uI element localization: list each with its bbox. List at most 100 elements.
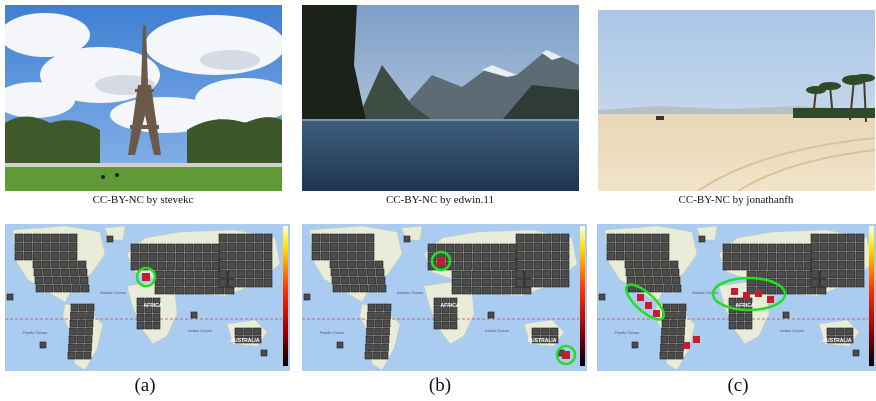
density-cell (70, 303, 79, 312)
density-cell (671, 276, 681, 285)
density-cell (624, 260, 634, 269)
density-cell (6, 293, 14, 301)
density-cell (740, 243, 750, 253)
density-cell (164, 270, 175, 279)
density-cell (148, 243, 158, 253)
density-cell (786, 270, 797, 279)
density-cell (375, 303, 384, 312)
density-cell (68, 335, 77, 344)
density-cell (236, 251, 246, 261)
photo-credit-c: CC-BY-NC by jonathanfh (678, 194, 794, 206)
density-cell (615, 233, 625, 243)
density-cell (744, 321, 753, 330)
density-cell (336, 341, 344, 349)
density-cell (32, 251, 42, 261)
density-cell (521, 286, 532, 295)
density-cell (367, 311, 375, 320)
density-cell (472, 261, 482, 271)
density-cell (758, 261, 768, 271)
density-cell (254, 233, 264, 243)
density-cell (844, 327, 854, 336)
density-cell (855, 260, 865, 270)
density-cell (68, 251, 78, 261)
density-cell (722, 252, 732, 262)
density-cell (23, 251, 33, 261)
density-cell (144, 313, 153, 322)
density-cell (531, 335, 541, 344)
density-cell (347, 251, 357, 261)
density-cell (449, 313, 458, 322)
density-cell (367, 276, 377, 285)
density-cell (383, 303, 392, 312)
density-cell (152, 313, 161, 322)
hot-cell (645, 302, 652, 309)
density-cell (184, 286, 195, 295)
density-cell (463, 261, 473, 271)
density-cell (471, 278, 482, 287)
density-cell (263, 278, 273, 288)
hot-cell (693, 336, 700, 343)
density-cell (382, 319, 391, 328)
hot-cell (437, 257, 445, 265)
density-cell (32, 233, 42, 243)
density-cell (157, 252, 167, 262)
density-cell (245, 233, 255, 243)
density-cell (635, 276, 645, 285)
density-cell (368, 284, 378, 293)
density-cell (837, 242, 847, 252)
density-cell (542, 233, 552, 243)
density-cell (365, 233, 375, 243)
density-cell (642, 251, 652, 261)
density-cell (164, 278, 175, 287)
density-cell (451, 270, 462, 279)
density-cell (642, 233, 652, 243)
density-cell (263, 233, 273, 243)
density-cell (542, 251, 552, 261)
density-cell (218, 269, 228, 279)
density-cell (524, 260, 534, 270)
density-cell (615, 251, 625, 261)
density-cell (828, 269, 838, 279)
density-cell (23, 233, 33, 243)
density-cell (728, 297, 737, 306)
density-cell (236, 260, 246, 270)
density-cell (481, 252, 491, 262)
density-cell (598, 293, 606, 301)
density-cell (35, 284, 45, 293)
hot-cell (743, 292, 750, 299)
density-cell (651, 233, 661, 243)
density-cell (672, 284, 682, 293)
density-cell (174, 278, 185, 287)
density-cell (782, 311, 790, 319)
map-label-pacific: Pacific Ocean (320, 330, 345, 335)
density-cell (846, 269, 856, 279)
density-cell (645, 284, 655, 293)
density-cell (515, 278, 525, 288)
density-cell (356, 233, 366, 243)
density-cell (756, 270, 767, 279)
photo-credit-b: CC-BY-NC by edwin.11 (385, 194, 495, 206)
density-cell (227, 233, 237, 243)
density-cell (202, 243, 212, 253)
density-cell (166, 243, 176, 253)
density-cell (174, 270, 185, 279)
density-cell (347, 260, 357, 269)
density-cell (184, 243, 194, 253)
map-label-indian: Indian Ocean (780, 328, 804, 333)
density-cell (794, 252, 804, 262)
density-cell (667, 351, 676, 360)
density-cell (786, 286, 797, 295)
density-cell (828, 251, 838, 261)
density-cell (204, 286, 215, 295)
density-cell (32, 260, 42, 269)
density-cell (744, 313, 753, 322)
density-cell (157, 261, 167, 271)
map-label-atlantic: Atlantic Ocean (100, 290, 126, 295)
density-cell (722, 261, 732, 271)
density-cell (193, 261, 203, 271)
density-cell (254, 269, 264, 279)
density-cell (551, 242, 561, 252)
density-cell (662, 303, 671, 312)
density-cell (263, 269, 273, 279)
density-cell (828, 260, 838, 270)
